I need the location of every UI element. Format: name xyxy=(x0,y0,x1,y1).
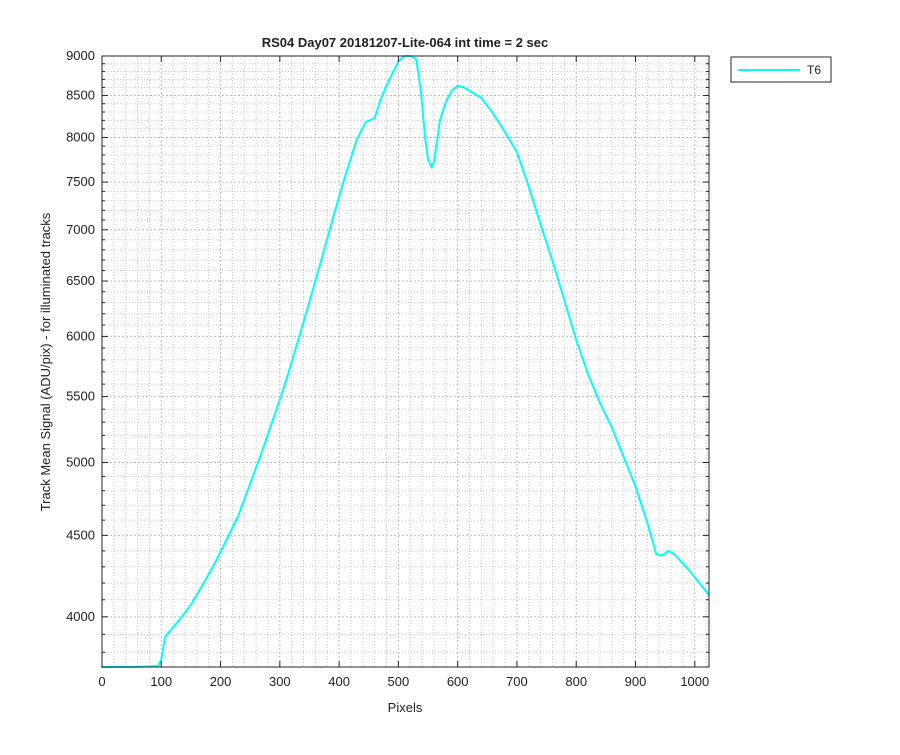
y-tick-label: 6500 xyxy=(66,273,95,288)
x-tick-label: 800 xyxy=(565,674,587,689)
x-tick-label: 100 xyxy=(150,674,172,689)
legend-label-t6: T6 xyxy=(807,63,821,77)
x-tick-label: 200 xyxy=(210,674,232,689)
x-tick-label: 0 xyxy=(98,674,105,689)
series-line-t6 xyxy=(101,55,710,668)
x-tick-label: 400 xyxy=(328,674,350,689)
series-layer xyxy=(101,55,710,668)
y-tick-label: 8500 xyxy=(66,88,95,103)
y-tick-label: 4000 xyxy=(66,609,95,624)
y-tick-label: 5500 xyxy=(66,389,95,404)
tick-labels: 0 100 200 300 400 500 600 700 800 900 1000 4000 4500… xyxy=(66,48,709,689)
y-tick-label: 8000 xyxy=(66,129,95,144)
plot-area-frame xyxy=(101,55,710,668)
x-tick-label: 900 xyxy=(625,674,647,689)
x-axis-label: Pixels xyxy=(388,700,423,715)
legend: T6 xyxy=(730,56,832,83)
y-tick-label: 5000 xyxy=(66,454,95,469)
y-tick-label: 6000 xyxy=(66,328,95,343)
y-tick-label: 7000 xyxy=(66,222,95,237)
x-tick-label: 700 xyxy=(506,674,528,689)
x-tick-label: 600 xyxy=(447,674,469,689)
y-axis-label: Track Mean Signal (ADU/pix) - for illumi… xyxy=(38,212,53,511)
plot-area-background xyxy=(102,56,709,667)
x-tick-label: 300 xyxy=(269,674,291,689)
y-tick-label: 4500 xyxy=(66,527,95,542)
x-tick-label: 500 xyxy=(388,674,410,689)
y-tick-label: 7500 xyxy=(66,174,95,189)
grid-lines xyxy=(101,55,709,667)
axis-ticks xyxy=(101,55,709,667)
y-tick-label: 9000 xyxy=(66,48,95,63)
chart-title: RS04 Day07 20181207-Lite-064 int time = … xyxy=(262,35,549,50)
x-tick-label: 1000 xyxy=(680,674,709,689)
